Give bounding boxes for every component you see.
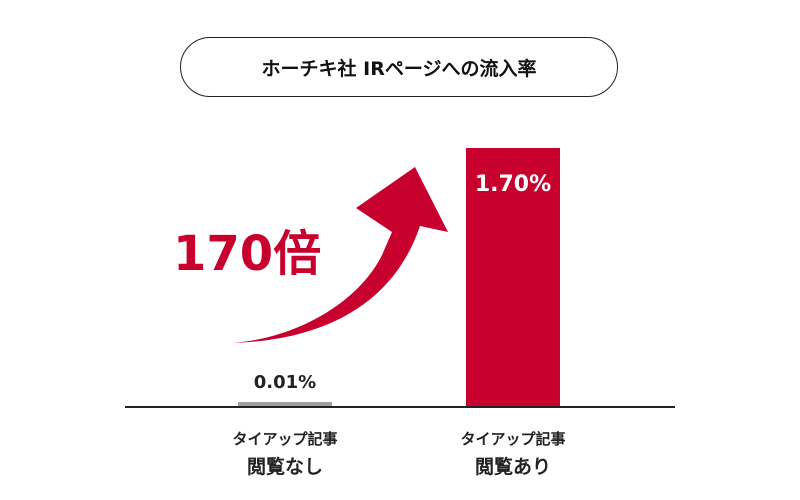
growth-arrow-icon bbox=[232, 167, 448, 343]
category-label-0: タイアップ記事 閲覧なし bbox=[185, 428, 385, 479]
category-label-1: タイアップ記事 閲覧あり bbox=[413, 428, 613, 479]
chart-title: ホーチキ社 IRページへの流入率 bbox=[180, 37, 618, 97]
multiplier-annotation: 170倍 bbox=[173, 226, 321, 282]
bar-1 bbox=[466, 148, 560, 406]
category-line2: 閲覧あり bbox=[474, 456, 551, 478]
value-label-0: 0.01% bbox=[254, 372, 316, 393]
category-line2: 閲覧なし bbox=[246, 456, 323, 478]
value-label-1: 1.70% bbox=[475, 172, 551, 197]
category-line1: タイアップ記事 bbox=[232, 430, 338, 448]
bar-0 bbox=[238, 402, 332, 406]
category-line1: タイアップ記事 bbox=[460, 430, 566, 448]
